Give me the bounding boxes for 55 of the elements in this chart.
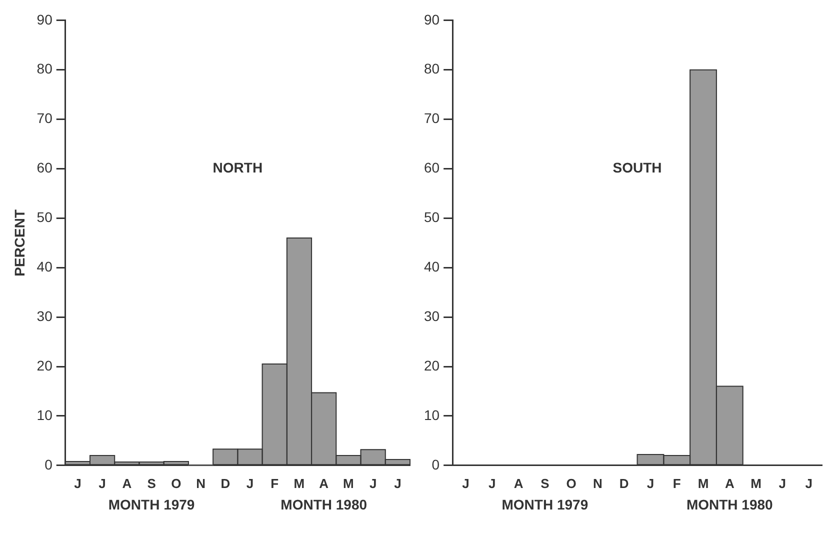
y-tick-label: 60 — [36, 160, 53, 176]
annotation: NORTH — [212, 160, 263, 176]
x-tick-label: J — [488, 476, 496, 491]
x-tick-label: M — [343, 476, 354, 491]
y-tick-label: 0 — [44, 456, 53, 472]
x-tick-label: J — [462, 476, 470, 491]
x-tick-label: O — [566, 476, 576, 491]
x-tick-label: J — [778, 476, 786, 491]
y-tick-label: 80 — [36, 60, 53, 77]
x-tick-label: D — [220, 476, 230, 491]
x-tick-label: J — [646, 476, 654, 491]
x-tick-label: M — [294, 476, 305, 491]
x-tick-label: N — [196, 476, 206, 491]
x-tick-label: N — [593, 476, 602, 491]
x-tick-label: F — [270, 476, 279, 491]
y-tick-label: 60 — [424, 160, 440, 176]
y-tick-label: 80 — [424, 60, 440, 77]
x-tick-label: J — [805, 476, 812, 491]
y-tick-label: 70 — [36, 110, 53, 126]
x-tick-label: D — [619, 476, 629, 491]
x-tick-label: A — [724, 476, 735, 491]
x-tick-label: M — [750, 476, 762, 491]
text: MONTH 1980 — [280, 496, 368, 512]
y-tick-label: 70 — [424, 110, 440, 126]
x-tick-label: A — [319, 476, 330, 491]
x-tick-label: M — [698, 476, 709, 491]
text: MONTH 1979 — [502, 496, 588, 512]
x-tick-label: S — [147, 476, 156, 491]
y-tick-label: 50 — [36, 209, 53, 226]
text: MONTH 1979 — [108, 496, 195, 512]
x-tick-label: S — [540, 476, 550, 491]
y-tick-label: 50 — [424, 209, 440, 226]
y-tick-label: 40 — [36, 258, 53, 274]
x-tick-label: F — [672, 476, 681, 491]
y-tick-label: 10 — [424, 406, 440, 423]
x-tick-label: J — [246, 476, 254, 491]
y-tick-label: 90 — [36, 11, 53, 28]
x-tick-label: A — [514, 476, 524, 491]
y-tick-label: 0 — [432, 456, 440, 472]
x-tick-label: J — [74, 476, 82, 491]
x-tick-label: O — [171, 476, 182, 491]
y-tick-label: 20 — [424, 357, 440, 374]
text: MONTH 1980 — [686, 496, 774, 512]
x-tick-label: A — [122, 476, 132, 491]
x-tick-label: J — [394, 476, 402, 491]
y-tick-label: 30 — [424, 308, 440, 324]
y-tick-label: 30 — [36, 308, 53, 324]
x-tick-label: J — [98, 476, 106, 491]
y-tick-label: 40 — [424, 258, 440, 274]
y-tick-label: 10 — [36, 406, 53, 423]
y-tick-label: 20 — [36, 357, 53, 374]
annotation: SOUTH — [612, 160, 662, 176]
x-tick-label: J — [369, 476, 377, 491]
y-tick-label: 90 — [424, 11, 440, 28]
y-axis-title: PERCENT — [11, 209, 28, 276]
